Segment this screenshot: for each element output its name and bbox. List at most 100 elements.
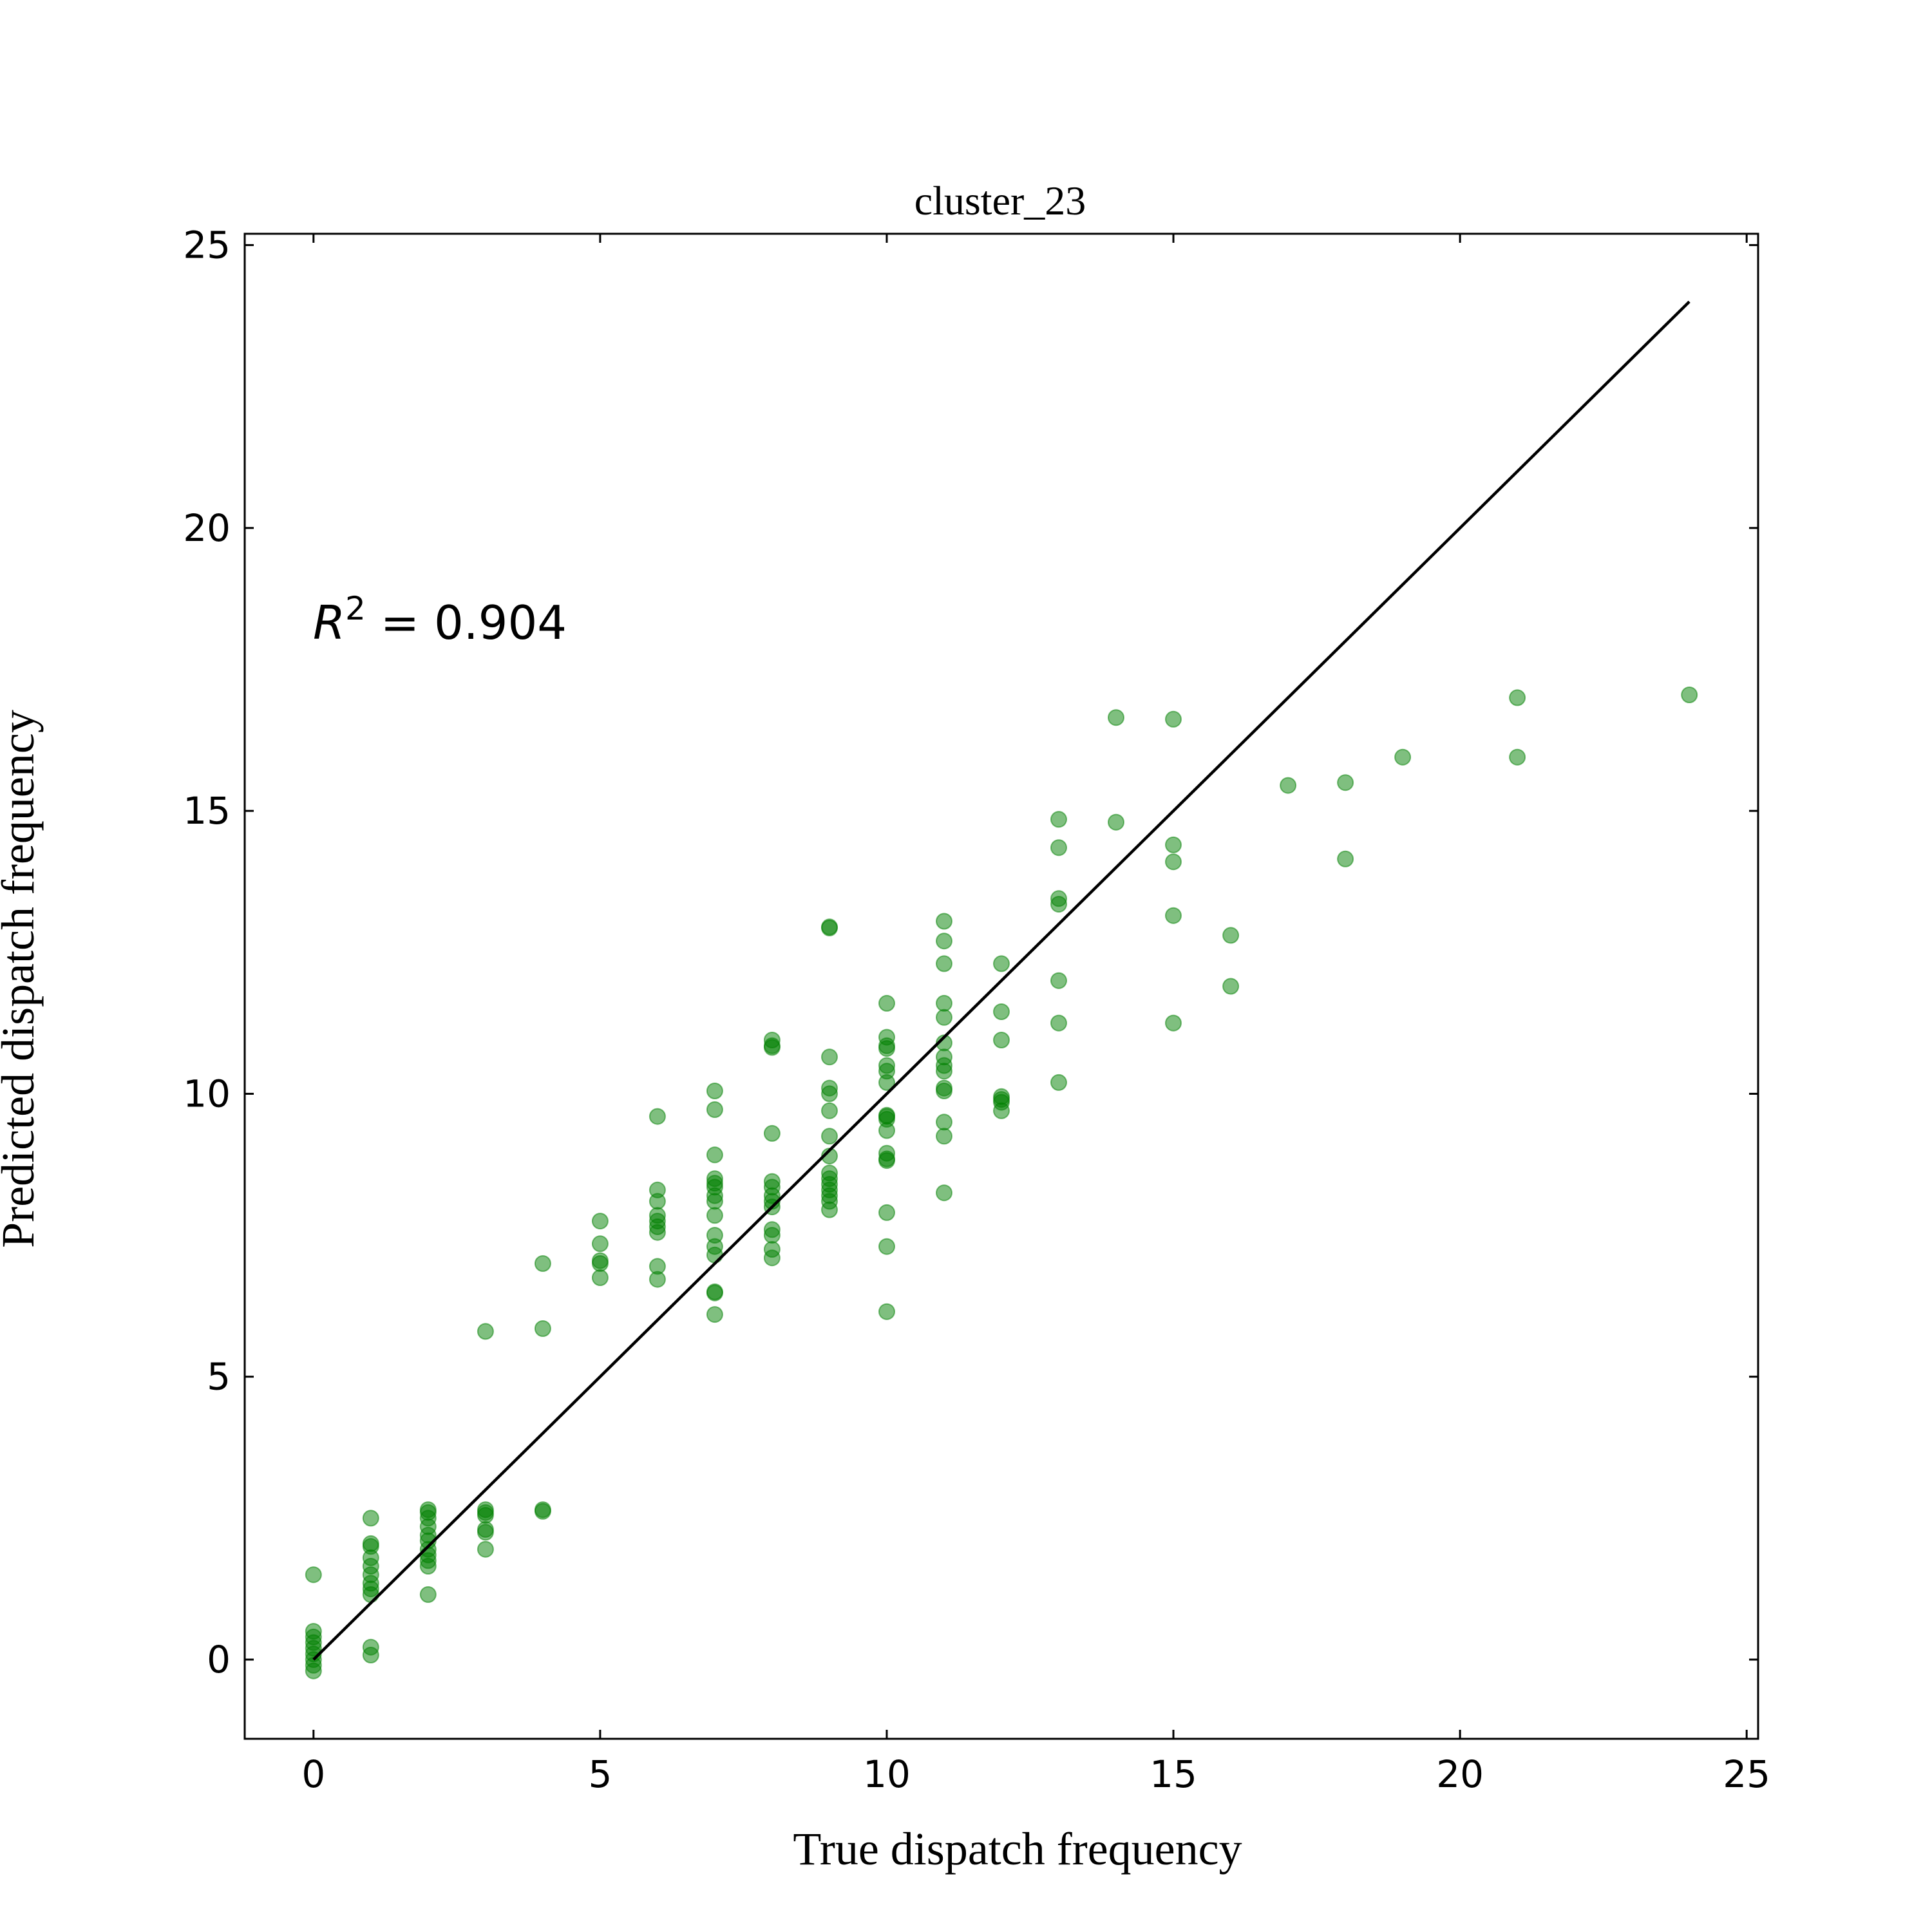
data-point <box>763 1249 781 1267</box>
data-point <box>362 1586 379 1603</box>
identity-line <box>312 300 1690 1661</box>
data-point <box>878 1204 895 1221</box>
data-point <box>821 1201 838 1218</box>
y-tick-label: 10 <box>183 1072 231 1115</box>
data-point <box>534 1502 551 1520</box>
data-point <box>936 1128 952 1145</box>
data-point <box>419 1586 437 1603</box>
y-tick-label: 25 <box>183 223 231 267</box>
data-point <box>1280 777 1297 794</box>
data-point <box>878 1122 895 1139</box>
data-point <box>821 920 838 936</box>
data-point <box>993 955 1010 972</box>
data-point <box>706 1193 723 1210</box>
data-point <box>936 1063 952 1080</box>
data-point <box>362 1647 379 1663</box>
data-point <box>477 1540 494 1558</box>
data-point <box>534 1320 551 1337</box>
data-point <box>1050 972 1067 989</box>
x-tick-label: 20 <box>1436 1752 1484 1796</box>
data-point <box>1108 813 1124 831</box>
data-point <box>1165 1014 1182 1032</box>
chart-title: cluster_23 <box>914 178 1086 223</box>
points-layer <box>305 687 1698 1680</box>
data-point <box>878 1040 895 1057</box>
data-point <box>878 1303 895 1320</box>
x-axis-label: True dispatch frequency <box>793 1823 1242 1875</box>
data-point <box>1050 1014 1067 1032</box>
data-point <box>591 1235 609 1253</box>
data-point <box>763 1124 781 1142</box>
y-tick-label: 0 <box>207 1638 231 1681</box>
data-point <box>591 1213 609 1230</box>
r-squared-exponent: 2 <box>345 590 366 627</box>
data-point <box>477 1323 494 1340</box>
data-point <box>591 1269 609 1286</box>
data-point <box>1050 896 1067 913</box>
data-point <box>477 1507 494 1524</box>
data-point <box>649 1224 666 1241</box>
r-squared-symbol: R <box>313 596 345 650</box>
data-point <box>1108 709 1124 726</box>
data-point <box>1165 836 1182 853</box>
data-point <box>1165 853 1182 871</box>
x-tick-label: 15 <box>1150 1752 1197 1796</box>
data-point <box>1165 710 1182 728</box>
y-tick-label: 20 <box>183 506 231 550</box>
data-point <box>649 1193 666 1210</box>
r-squared-value: = 0.904 <box>366 596 567 650</box>
data-point <box>1050 839 1067 857</box>
data-point <box>305 1662 322 1680</box>
x-tick-label: 0 <box>301 1752 325 1796</box>
data-point <box>1509 689 1526 706</box>
data-point <box>1165 907 1182 924</box>
x-tick-label: 5 <box>588 1752 612 1796</box>
r-squared-annotation: R2 = 0.904 <box>313 590 567 650</box>
ticks-layer: 0 5 10 15 20 25 0 5 10 15 20 25 <box>183 223 1770 1796</box>
data-point <box>706 1246 723 1264</box>
data-point <box>477 1524 494 1541</box>
data-point <box>821 1085 838 1103</box>
data-point <box>1050 1074 1067 1091</box>
data-point <box>1509 748 1526 766</box>
data-point <box>936 1009 952 1026</box>
data-point <box>936 933 952 950</box>
data-point <box>706 1284 723 1302</box>
data-point <box>706 1083 723 1099</box>
data-point <box>878 1238 895 1255</box>
data-point <box>763 1039 781 1056</box>
data-point <box>649 1108 666 1125</box>
y-axis-label: Predicted dispatch frequency <box>0 710 44 1248</box>
y-tick-label: 5 <box>207 1355 231 1399</box>
data-point <box>1394 748 1412 766</box>
data-point <box>821 1128 838 1145</box>
data-point <box>305 1566 322 1584</box>
data-point <box>993 1032 1010 1048</box>
plot-frame <box>243 232 1759 1740</box>
data-point <box>821 1048 838 1066</box>
reference-line-layer <box>312 300 1690 1661</box>
data-point <box>1222 978 1240 995</box>
data-point <box>706 1101 723 1118</box>
data-point <box>993 1102 1010 1119</box>
data-point <box>362 1510 379 1527</box>
data-point <box>1337 774 1354 791</box>
data-point <box>936 1083 952 1099</box>
data-point <box>763 1227 781 1244</box>
data-point <box>878 1152 895 1170</box>
data-point <box>1222 927 1240 944</box>
data-point <box>936 913 952 930</box>
y-tick-label: 15 <box>183 789 231 833</box>
data-point <box>706 1146 723 1164</box>
data-point <box>936 1184 952 1202</box>
data-point <box>706 1306 723 1323</box>
data-point <box>1050 811 1067 828</box>
x-tick-label: 10 <box>863 1752 911 1796</box>
data-point <box>1681 687 1698 703</box>
data-point <box>1337 850 1354 867</box>
data-point <box>649 1271 666 1288</box>
x-tick-label: 25 <box>1723 1752 1770 1796</box>
data-point <box>878 1074 895 1091</box>
data-point <box>591 1255 609 1272</box>
